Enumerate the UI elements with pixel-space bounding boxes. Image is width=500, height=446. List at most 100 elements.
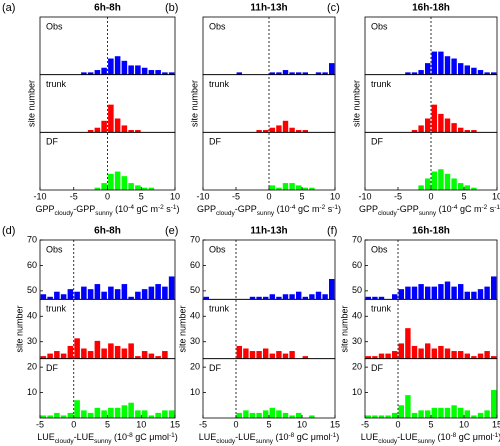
bar bbox=[451, 178, 457, 190]
bar bbox=[458, 183, 464, 190]
bar bbox=[458, 351, 464, 359]
bar bbox=[269, 127, 275, 133]
bar bbox=[411, 412, 418, 418]
bar bbox=[385, 353, 391, 359]
x-tick-label: 5 bbox=[105, 419, 110, 429]
bar bbox=[471, 67, 477, 75]
bar bbox=[87, 412, 94, 418]
x-axis-label-part: ) bbox=[177, 204, 180, 214]
bar bbox=[94, 407, 101, 418]
x-axis-label-part: -LUE bbox=[235, 432, 256, 442]
y-tick-label: 70 bbox=[27, 234, 37, 244]
x-axis-label-part: gC m bbox=[457, 204, 481, 214]
x-axis-label-part: (10 bbox=[113, 204, 129, 214]
panel-title: 16h-18h bbox=[412, 3, 450, 14]
bar bbox=[365, 356, 371, 359]
bar bbox=[94, 127, 101, 133]
bar bbox=[60, 415, 67, 418]
x-tick-label: 10 bbox=[459, 419, 469, 429]
bar bbox=[365, 415, 371, 418]
x-tick-label: -5 bbox=[361, 419, 369, 429]
bar bbox=[296, 72, 302, 75]
bar bbox=[263, 130, 269, 133]
bar bbox=[431, 51, 437, 75]
bar bbox=[378, 353, 385, 359]
x-axis-label-part: -8 bbox=[288, 432, 294, 439]
x-axis-label-part: -GPP bbox=[397, 204, 419, 214]
panel-letter: (d) bbox=[2, 225, 15, 237]
x-axis-label-part: cloudy bbox=[378, 438, 398, 445]
bar bbox=[81, 348, 87, 359]
bar bbox=[289, 351, 295, 359]
bar bbox=[269, 72, 275, 75]
bar bbox=[431, 407, 437, 418]
bar bbox=[464, 291, 470, 300]
x-tick-label: 10 bbox=[170, 191, 180, 201]
bar bbox=[155, 356, 161, 359]
bar bbox=[372, 356, 378, 359]
bar bbox=[296, 412, 302, 418]
bar bbox=[148, 286, 155, 300]
bar bbox=[263, 348, 269, 359]
y-tick-label: 10 bbox=[352, 387, 362, 397]
y-tick-label: 40 bbox=[27, 311, 37, 321]
x-axis-label-part: ) bbox=[175, 432, 178, 442]
bar bbox=[276, 410, 282, 418]
bar bbox=[276, 351, 282, 359]
bar bbox=[81, 72, 87, 75]
bar bbox=[491, 390, 497, 418]
bar bbox=[121, 176, 128, 190]
bar bbox=[289, 183, 295, 190]
bar bbox=[141, 187, 148, 190]
bar bbox=[67, 345, 74, 359]
bar bbox=[438, 407, 444, 418]
panel-title: 11h-13h bbox=[250, 226, 287, 237]
bar bbox=[148, 353, 155, 359]
x-axis-label-part: (10 bbox=[273, 432, 289, 442]
bar bbox=[94, 284, 101, 300]
bar bbox=[289, 415, 295, 418]
panel-title: 11h-13h bbox=[250, 3, 287, 14]
bar bbox=[471, 130, 477, 133]
bar bbox=[87, 289, 94, 300]
bar bbox=[444, 407, 451, 418]
bar bbox=[162, 351, 168, 359]
bar bbox=[87, 351, 94, 359]
bar bbox=[471, 356, 477, 359]
bar bbox=[411, 345, 418, 359]
bar bbox=[431, 348, 437, 359]
bar bbox=[372, 415, 378, 418]
bar bbox=[418, 284, 424, 300]
bar bbox=[155, 70, 161, 75]
bar bbox=[289, 294, 295, 300]
bar bbox=[296, 130, 302, 133]
panel-letter: (c) bbox=[327, 2, 340, 14]
series-label: Obs bbox=[209, 244, 226, 254]
bar bbox=[484, 286, 490, 300]
bar bbox=[128, 183, 134, 190]
bar bbox=[378, 296, 385, 300]
panel-letter: (a) bbox=[2, 2, 15, 14]
x-tick-label: 5 bbox=[266, 419, 271, 429]
bar bbox=[263, 410, 269, 418]
x-tick-label: -5 bbox=[70, 191, 78, 201]
bar bbox=[282, 412, 289, 418]
y-tick-label: 50 bbox=[27, 285, 37, 295]
x-axis-label-part: -8 bbox=[127, 432, 133, 439]
bar bbox=[236, 72, 242, 75]
bar bbox=[67, 412, 74, 418]
x-axis-label-part: GPP bbox=[197, 204, 216, 214]
x-axis-label-part: -2 bbox=[481, 204, 487, 211]
bar bbox=[385, 415, 391, 418]
bar bbox=[101, 67, 107, 75]
bar bbox=[94, 70, 101, 75]
bar bbox=[135, 185, 141, 190]
bar bbox=[269, 407, 275, 418]
bar bbox=[256, 412, 262, 418]
bar bbox=[392, 412, 398, 418]
y-tick-label: 10 bbox=[27, 387, 37, 397]
bar bbox=[276, 125, 282, 133]
bar bbox=[418, 125, 424, 133]
bar bbox=[141, 351, 148, 359]
x-axis-label-part: sunny bbox=[419, 210, 437, 217]
